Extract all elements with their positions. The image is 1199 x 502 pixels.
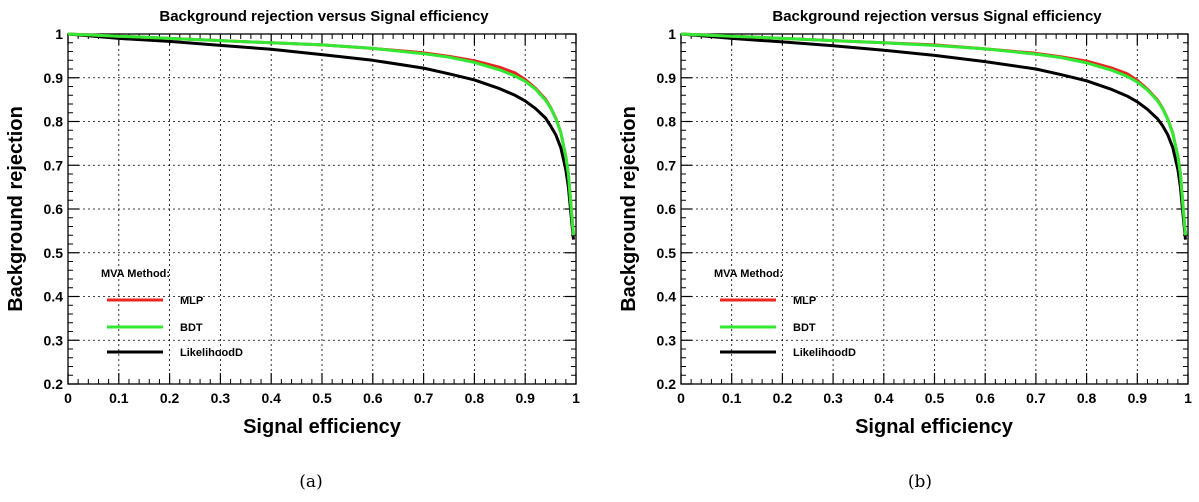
grid-lines xyxy=(681,34,1188,384)
x-tick-label: 0.6 xyxy=(975,390,995,406)
y-tick-label: 0.8 xyxy=(44,114,64,130)
legend-label-likelihoodd: LikelihoodD xyxy=(180,347,243,359)
legend-label-mlp: MLP xyxy=(793,295,816,307)
y-tick-label: 0.3 xyxy=(44,332,64,348)
x-tick-label: 0.7 xyxy=(414,390,434,406)
y-axis-label: Background rejection xyxy=(5,106,27,312)
y-tick-label: 0.2 xyxy=(44,376,64,392)
x-tick-label: 0.5 xyxy=(925,390,945,406)
panel-caption: (a) xyxy=(299,472,322,492)
y-tick-label: 0.5 xyxy=(657,245,677,261)
tick-labels: 0 0.1 0.2 0.3 0.4 0.5 0.6 0.7 0.8 0.9 1 0.2 0.3 0.4 0.… xyxy=(657,26,1193,406)
y-tick-label: 0.5 xyxy=(44,245,64,261)
x-tick-label: 0.6 xyxy=(363,390,383,406)
grid-lines xyxy=(68,34,576,384)
x-tick-label: 0.9 xyxy=(515,390,535,406)
x-tick-label: 0.1 xyxy=(109,390,129,406)
axis-ticks xyxy=(67,33,577,385)
x-tick-label: 0.4 xyxy=(874,390,894,406)
y-tick-label: 0.7 xyxy=(657,157,677,173)
legend-title: MVA Method: xyxy=(101,268,170,280)
x-axis-label: Signal efficiency xyxy=(243,416,402,438)
legend: MVA Method: MLP BDT LikelihoodD xyxy=(101,268,243,359)
legend-label-bdt: BDT xyxy=(793,322,816,334)
y-tick-label: 0.6 xyxy=(657,201,677,217)
legend-label-likelihoodd: LikelihoodD xyxy=(793,347,856,359)
y-tick-label: 0.4 xyxy=(44,289,64,305)
x-tick-label: 1 xyxy=(1184,390,1192,406)
x-tick-label: 0.1 xyxy=(722,390,742,406)
x-axis-label: Signal efficiency xyxy=(855,416,1014,438)
y-tick-label: 0.9 xyxy=(44,70,64,86)
x-tick-label: 0.8 xyxy=(465,390,485,406)
x-tick-label: 0.2 xyxy=(160,390,180,406)
x-tick-label: 0.5 xyxy=(312,390,332,406)
x-tick-label: 0.3 xyxy=(211,390,231,406)
legend-label-mlp: MLP xyxy=(180,295,203,307)
x-tick-label: 1 xyxy=(572,390,580,406)
x-tick-label: 0 xyxy=(64,390,72,406)
chart-panel-a: Background rejection versus Signal effic… xyxy=(5,8,580,492)
y-tick-label: 1 xyxy=(668,26,676,42)
x-tick-label: 0.9 xyxy=(1128,390,1148,406)
legend-label-bdt: BDT xyxy=(180,322,203,334)
y-axis-label: Background rejection xyxy=(618,106,640,312)
legend: MVA Method: MLP BDT LikelihoodD xyxy=(714,268,856,359)
chart-title: Background rejection versus Signal effic… xyxy=(772,8,1102,25)
y-tick-label: 0.7 xyxy=(44,157,64,173)
series-line-likelihoodd xyxy=(67,32,575,240)
y-tick-label: 1 xyxy=(55,26,63,42)
chart-title: Background rejection versus Signal effic… xyxy=(159,8,489,25)
series-line-bdt xyxy=(67,32,575,236)
y-tick-label: 0.8 xyxy=(657,114,677,130)
y-tick-label: 0.3 xyxy=(657,332,677,348)
x-tick-label: 0.2 xyxy=(773,390,793,406)
series-line-bdt xyxy=(680,32,1187,236)
chart-panel-b: Background rejection versus Signal effic… xyxy=(618,8,1192,492)
curves xyxy=(67,32,575,240)
y-tick-label: 0.6 xyxy=(44,201,64,217)
panel-caption: (b) xyxy=(908,472,932,492)
x-tick-label: 0.7 xyxy=(1026,390,1046,406)
curves xyxy=(680,32,1187,240)
y-tick-label: 0.4 xyxy=(657,289,677,305)
x-tick-label: 0.8 xyxy=(1077,390,1097,406)
y-tick-label: 0.2 xyxy=(657,376,677,392)
x-tick-label: 0 xyxy=(677,390,685,406)
series-line-likelihoodd xyxy=(680,32,1187,240)
y-tick-label: 0.9 xyxy=(657,70,677,86)
x-tick-label: 0.3 xyxy=(823,390,843,406)
tick-labels: 0 0.1 0.2 0.3 0.4 0.5 0.6 0.7 0.8 0.9 1 0.2 0.3 0.4 0.… xyxy=(44,26,581,406)
x-tick-label: 0.4 xyxy=(261,390,281,406)
legend-title: MVA Method: xyxy=(714,268,783,280)
